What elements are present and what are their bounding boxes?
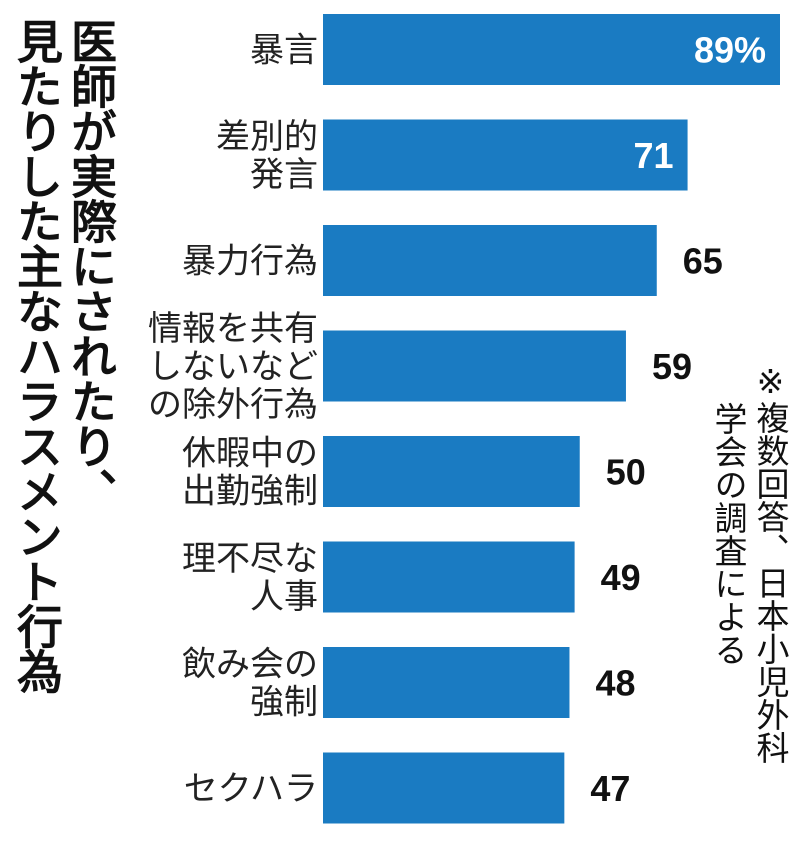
value-label-5: 49 (601, 557, 641, 598)
bar-6 (323, 647, 570, 718)
value-label-3: 59 (652, 346, 692, 387)
bar-2 (323, 225, 657, 296)
value-label-0: 89% (694, 30, 766, 71)
category-label-4: 休暇中の出勤強制 (182, 434, 318, 512)
bar-1 (323, 119, 688, 191)
category-label-3: 情報を共有しないなどの除外行為 (148, 309, 318, 425)
footnote: ※複数回答、日本小児外科 学会の調査による (700, 362, 796, 842)
value-label-4: 50 (606, 452, 646, 493)
bar-5 (323, 541, 575, 613)
bar-0 (323, 14, 780, 85)
bar-3 (323, 330, 626, 402)
category-label-6: 飲み会の強制 (182, 645, 318, 723)
category-label-5: 理不尽な人事 (182, 539, 318, 617)
bar-7 (323, 752, 565, 824)
value-label-6: 48 (595, 663, 635, 704)
category-label-7: セクハラ (184, 769, 318, 809)
category-label-1: 差別的発言 (216, 117, 318, 195)
title-line-2: 見たりした主なハラスメント行為 (10, 18, 64, 693)
footnote-line-2: 学会の調査による (709, 402, 748, 666)
value-label-1: 71 (634, 135, 674, 176)
value-label-2: 65 (683, 241, 723, 282)
chart-title: 医師が実際にされたり、 見たりした主なハラスメント行為 (8, 18, 128, 838)
category-label-2: 暴力行為 (182, 242, 318, 282)
bar-4 (323, 436, 580, 507)
footnote-line-1: ※複数回答、日本小児外科 (751, 362, 790, 764)
category-label-0: 暴言 (250, 31, 318, 71)
title-line-1: 医師が実際にされたり、 (64, 18, 118, 513)
value-label-7: 47 (590, 768, 630, 809)
